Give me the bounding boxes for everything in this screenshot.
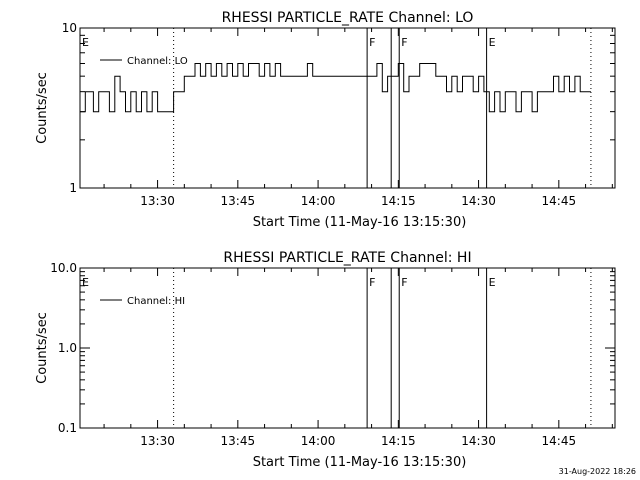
top-chart-title: RHESSI PARTICLE_RATE Channel: LO <box>222 10 474 26</box>
bottom-plot-frame <box>79 267 616 429</box>
bottom-panel: RHESSI PARTICLE_RATE Channel: HI Start Ti… <box>35 250 616 470</box>
top-series-line-0 <box>80 63 591 113</box>
bottom-y-axis-label: Counts/sec <box>35 312 50 384</box>
top-x-tick-label: 14:30 <box>461 194 496 208</box>
bottom-event-marker-label: E <box>489 276 496 289</box>
top-x-tick-label: 14:15 <box>381 194 416 208</box>
top-event-marker-label: F <box>401 36 407 49</box>
bottom-legend-entry: Channel: HI <box>127 296 185 307</box>
top-panel: RHESSI PARTICLE_RATE Channel: LO Start Ti… <box>35 10 616 230</box>
bottom-x-tick-label: 13:30 <box>140 434 175 448</box>
top-event-marker-label: E <box>82 36 89 49</box>
top-y-tick-label: 10 <box>62 21 77 35</box>
bottom-x-tick-label: 14:45 <box>542 434 577 448</box>
bottom-event-marker-label: F <box>369 276 375 289</box>
bottom-y-tick-label: 1.0 <box>58 341 77 355</box>
top-event-marker-label: E <box>489 36 496 49</box>
bottom-chart-title: RHESSI PARTICLE_RATE Channel: HI <box>223 250 471 266</box>
top-legend-entry: Channel: LO <box>127 56 188 67</box>
top-x-tick-label: 14:45 <box>542 194 577 208</box>
bottom-y-tick-label: 10.0 <box>50 261 77 275</box>
top-y-tick-label: 1 <box>69 181 77 195</box>
top-event-marker-label: F <box>369 36 375 49</box>
bottom-event-marker-label: E <box>82 276 89 289</box>
top-x-tick-label: 13:30 <box>140 194 175 208</box>
top-x-axis-label: Start Time (11-May-16 13:15:30) <box>253 215 467 230</box>
bottom-x-tick-label: 14:15 <box>381 434 416 448</box>
footer-timestamp: 31-Aug-2022 18:26 <box>559 467 636 476</box>
top-y-axis-label: Counts/sec <box>35 72 50 144</box>
top-x-tick-label: 13:45 <box>221 194 256 208</box>
bottom-x-tick-label: 14:30 <box>461 434 496 448</box>
bottom-x-tick-label: 14:00 <box>301 434 336 448</box>
bottom-x-axis-label: Start Time (11-May-16 13:15:30) <box>253 455 467 470</box>
bottom-y-tick-label: 0.1 <box>58 421 77 435</box>
bottom-x-tick-label: 13:45 <box>221 434 256 448</box>
bottom-event-marker-label: F <box>401 276 407 289</box>
top-x-tick-label: 14:00 <box>301 194 336 208</box>
top-plot-frame <box>79 27 616 189</box>
